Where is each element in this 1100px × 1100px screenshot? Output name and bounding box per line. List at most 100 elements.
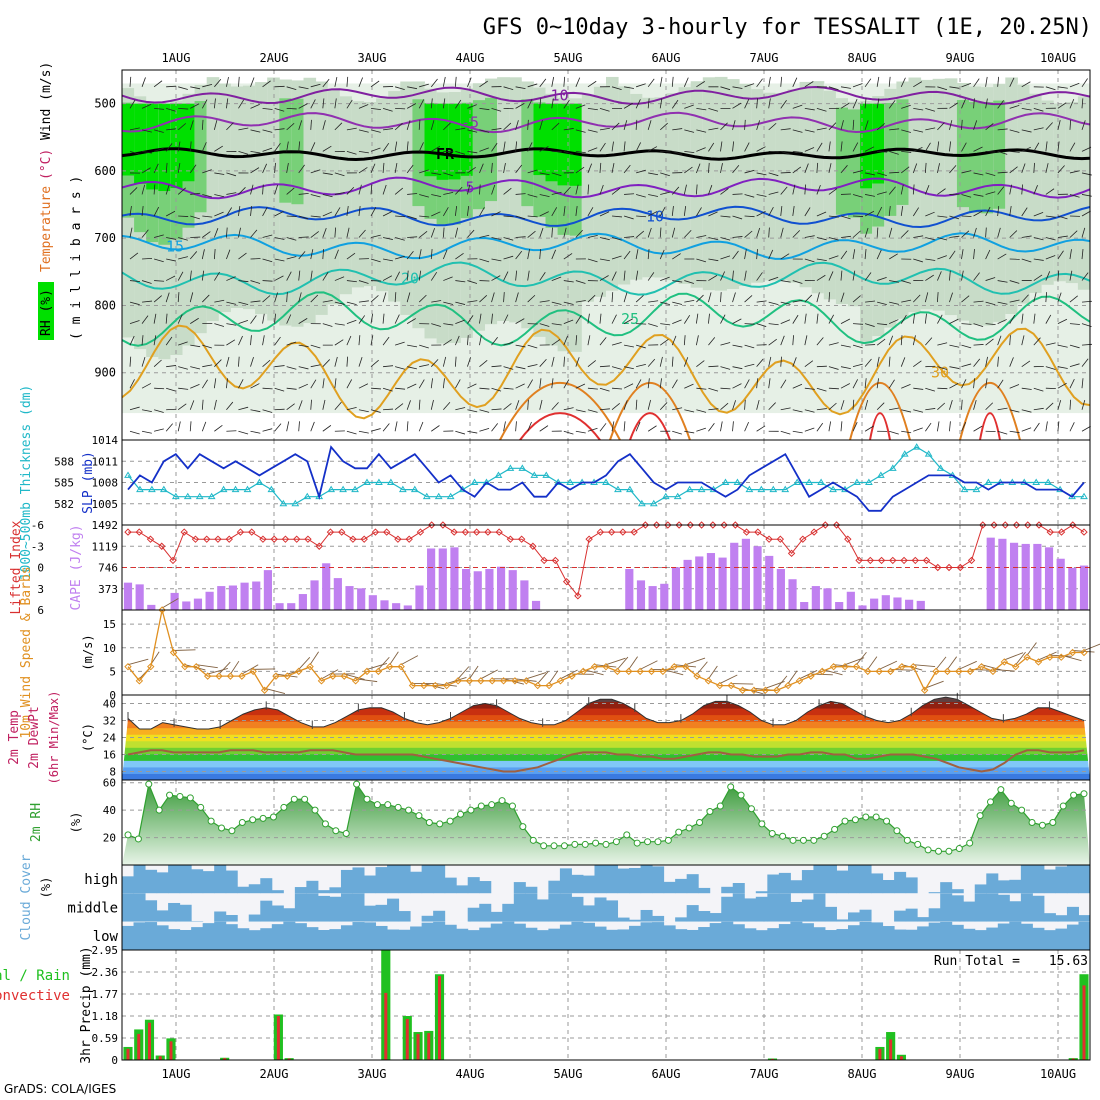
wind-barb [828,237,839,241]
wind-barb [563,206,566,217]
cloud-cell [214,921,227,950]
wind-barb [756,358,764,367]
precip-tick: 0.59 [92,1032,119,1045]
rh-marker [529,836,537,844]
wind-barb [780,99,787,109]
isotherm-label: -10 [541,87,568,105]
wind-barb [141,167,151,174]
cloud-cell [202,871,215,894]
wind-barb [961,295,970,303]
wind-barb [1033,258,1044,261]
wind-barb [214,323,225,327]
wind-barb [250,104,260,109]
rh-cell [751,89,764,283]
wind-barb [491,292,495,303]
thickness-marker [339,485,347,493]
wind-marker [1068,648,1077,657]
rh-marker [737,791,745,799]
lifted-tick: 3 [37,583,44,596]
wind-barb [129,356,132,367]
rh-cell [170,103,183,189]
wind-barb [298,344,309,348]
cloud-cell [433,865,446,894]
wind-barb [864,210,875,217]
wind-barb [720,271,726,281]
wind-barb [431,300,442,303]
cloud-cell [709,913,722,922]
rh-marker [883,817,891,825]
wind-barb [575,280,586,284]
rh-cell [714,76,728,291]
wind-marker [738,686,747,694]
thickness-marker [876,471,885,478]
wind-marker [238,672,246,680]
wind-barb [153,234,164,238]
wind-barb [202,83,213,88]
wind-barb [177,314,183,324]
temp-line [127,696,1085,730]
wind-barb [503,366,514,370]
wind-barb [961,249,964,260]
wind-barb [189,400,195,410]
wind-marker [329,672,337,680]
wind-barb [744,99,750,109]
lifted-marker [866,556,875,565]
wind-barb [985,338,994,346]
wind-barb [214,424,223,432]
cape-tick: 1492 [92,519,119,532]
wind-barb [575,335,578,346]
wind-barb [599,142,606,152]
precip-conv-bar [276,1016,280,1060]
wind-barb [551,249,556,260]
cloud-cell [709,923,722,950]
cape-bar [811,586,820,610]
wind-barb [262,163,268,174]
precip-conv-bar [126,1048,130,1060]
precip-conv-bar [427,1033,431,1060]
wind-barb [1057,86,1068,89]
wind-barb [177,403,187,411]
wind-barb [958,660,977,670]
wind-barb [190,103,200,109]
wind-barb [792,409,803,413]
cloud-cell [133,893,146,922]
lifted-marker [506,535,515,543]
wind-barb [298,251,306,260]
wind-marker [442,681,451,690]
wind-barb [551,76,555,87]
wind-barb [648,194,659,197]
wind-barb [563,227,567,238]
wind-barb [527,294,536,303]
rh-ylabel-text: 2m RH [29,803,44,842]
wind-barb [605,657,626,666]
lifted-marker [349,535,357,543]
wind-barb [400,655,419,666]
cape-bar [741,538,750,610]
wind-barb [961,170,972,174]
wind-barb [346,335,352,346]
cloud-cell [652,922,665,950]
wind-barb [575,206,578,217]
wind-marker [545,681,553,690]
wind-marker [773,686,781,694]
cloud-cell [1009,901,1022,922]
wind-barb [816,127,827,131]
wind-barb [611,237,622,241]
wind-barb [443,191,454,195]
cloud-cell [963,928,976,950]
wind-barb [1081,227,1086,238]
cape-bar [322,563,331,610]
wind-barb [623,400,628,410]
wind-barb [334,122,343,131]
isotherm-label: 20 [401,270,419,288]
wind-barb [864,272,872,281]
wind-barb [1057,215,1068,220]
date-label-top: 10AUG [1040,51,1076,65]
wind-barb [575,430,586,434]
wind-marker [625,667,633,676]
wind-barb [382,336,390,346]
wind-barb [479,207,485,217]
rh-cell [315,81,329,315]
wind-barb [599,365,610,368]
wind-barb [358,229,366,238]
